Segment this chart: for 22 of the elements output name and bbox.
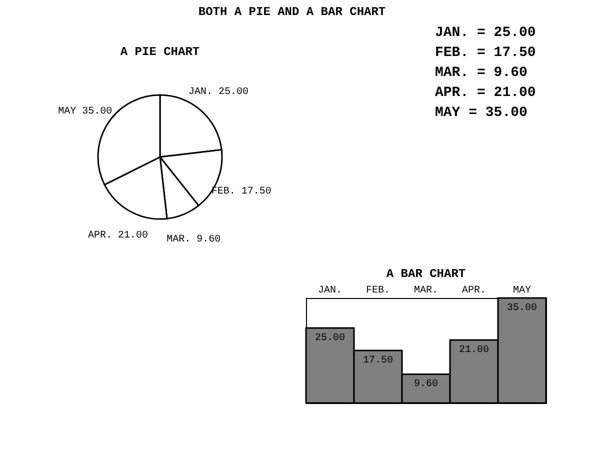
data-label: 21.00 (458, 345, 490, 356)
text: JAN. = 25.00 (435, 25, 536, 41)
data-label: 35.00 (506, 303, 538, 314)
x-tick-label: FEB. (366, 286, 390, 296)
data-label: 17.50 (362, 356, 394, 366)
slice-label: MAR. 9.60 (166, 234, 221, 246)
slice-label: JAN. 25.00 (188, 87, 248, 98)
chart-title: A BAR CHART (386, 267, 466, 281)
text: FEB. = 17.50 (435, 45, 536, 61)
data-label: 9.60 (414, 379, 438, 390)
text: BOTH A PIE AND A BAR CHART (198, 5, 386, 19)
data-label: 25.00 (314, 333, 346, 344)
text: MAY = 35.00 (435, 105, 528, 121)
text: MAR. = 9.60 (435, 65, 528, 81)
x-tick-label: MAR. (414, 286, 438, 296)
x-tick-label: APR. (462, 286, 486, 296)
slice-label: APR. 21.00 (88, 230, 148, 242)
text: APR. = 21.00 (435, 85, 536, 101)
chart-title: A PIE CHART (120, 45, 200, 59)
x-tick-label: MAY (512, 286, 532, 296)
x-tick-label: JAN. (318, 286, 342, 296)
slice-label: MAY 35.00 (58, 106, 112, 118)
